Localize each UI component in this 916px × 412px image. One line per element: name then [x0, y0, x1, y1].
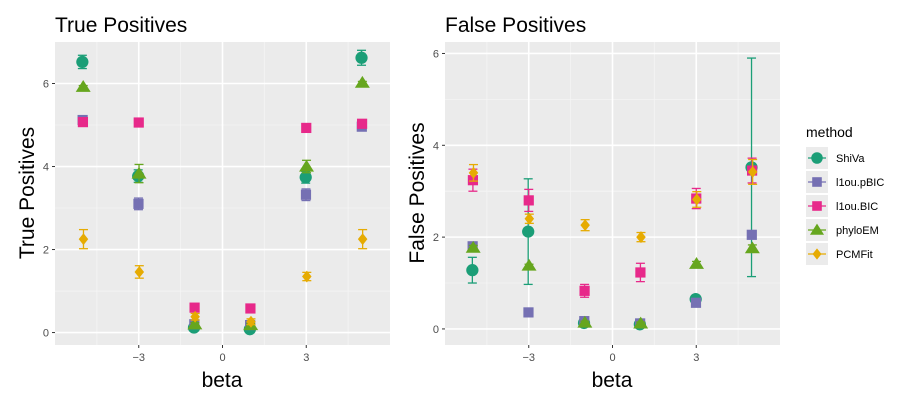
- data-point: [356, 118, 368, 129]
- data-point: [689, 256, 705, 269]
- legend-item: l1ou.pBIC: [806, 171, 884, 193]
- y-tick-label: 4: [433, 140, 439, 152]
- right-panel-title: False Positives: [445, 14, 586, 37]
- left-panel-title: True Positives: [55, 14, 187, 37]
- data-point: [744, 241, 760, 254]
- legend-label: phyloEM: [836, 225, 879, 237]
- legend-label: l1ou.BIC: [836, 201, 878, 213]
- y-tick-label: 4: [43, 162, 49, 174]
- legend-label: PCMFit: [836, 249, 873, 261]
- data-point: [354, 75, 370, 88]
- x-tick-label: 3: [693, 352, 699, 364]
- data-point: [692, 193, 702, 206]
- right-y-axis-label: False Positives: [406, 122, 429, 263]
- data-point: [465, 240, 481, 253]
- data-point: [133, 198, 144, 209]
- left-panel-marks: [75, 49, 370, 336]
- legend-item: l1ou.BIC: [806, 195, 878, 217]
- data-point: [245, 303, 256, 314]
- data-point: [187, 317, 203, 330]
- y-tick-label: 0: [433, 324, 439, 336]
- data-point: [78, 233, 89, 246]
- data-point: [300, 189, 312, 200]
- left-panel-axes: 0 2 4 6 −3 0 3: [43, 79, 309, 364]
- data-point: [524, 212, 535, 225]
- data-point: [133, 117, 144, 128]
- legend-key-marker: [812, 201, 822, 211]
- x-tick-label: 0: [609, 352, 615, 364]
- data-point: [134, 265, 145, 278]
- data-point: [299, 171, 312, 184]
- data-point: [75, 80, 91, 92]
- legend-title: method: [806, 124, 853, 140]
- legend-item: ShiVa: [806, 147, 865, 169]
- legend-key-marker: [811, 152, 823, 164]
- data-point: [76, 55, 89, 69]
- y-tick-label: 6: [433, 48, 439, 60]
- data-point: [747, 165, 758, 178]
- data-point: [355, 51, 368, 64]
- legend-item: phyloEM: [806, 219, 879, 241]
- data-point: [77, 117, 89, 128]
- data-point: [523, 307, 534, 318]
- data-point: [357, 233, 368, 246]
- x-tick-label: −3: [132, 352, 145, 364]
- x-tick-label: 0: [219, 352, 225, 364]
- x-tick-label: 3: [303, 352, 309, 364]
- right-panel-axes: 0 2 4 6 −3 0 3: [433, 48, 699, 364]
- legend-item: PCMFit: [806, 243, 873, 265]
- legend-key-marker: [812, 177, 822, 187]
- data-point: [636, 231, 646, 244]
- data-point: [299, 159, 315, 172]
- data-point: [523, 195, 534, 206]
- data-point: [746, 229, 757, 240]
- legend-label: l1ou.pBIC: [836, 177, 884, 189]
- data-point: [522, 225, 535, 238]
- left-x-axis-label: beta: [202, 369, 243, 392]
- x-tick-label: −3: [522, 352, 535, 364]
- y-tick-label: 2: [433, 232, 439, 244]
- y-tick-label: 2: [43, 245, 49, 257]
- data-point: [577, 315, 593, 328]
- data-point: [189, 302, 200, 313]
- data-point: [190, 310, 200, 323]
- y-tick-label: 0: [43, 328, 49, 340]
- right-x-axis-label: beta: [592, 369, 633, 392]
- right-panel-marks: [465, 57, 760, 331]
- data-point: [579, 285, 590, 296]
- legend-label: ShiVa: [836, 153, 865, 165]
- data-point: [633, 316, 649, 329]
- legend: ShiVa l1ou.pBIC l1ou.BIC phyloEM PCMFit: [806, 147, 884, 265]
- data-point: [131, 166, 147, 179]
- y-tick-label: 6: [43, 79, 49, 91]
- legend-key-marker: [812, 248, 822, 260]
- data-point: [690, 297, 702, 308]
- data-point: [580, 219, 590, 232]
- data-point: [246, 315, 256, 328]
- left-y-axis-label: True Positives: [16, 127, 39, 259]
- data-point: [468, 166, 479, 179]
- data-point: [521, 258, 537, 271]
- legend-key-marker: [809, 223, 825, 235]
- data-point: [635, 267, 646, 278]
- data-point: [466, 264, 479, 277]
- data-point: [302, 270, 312, 283]
- data-point: [301, 122, 312, 134]
